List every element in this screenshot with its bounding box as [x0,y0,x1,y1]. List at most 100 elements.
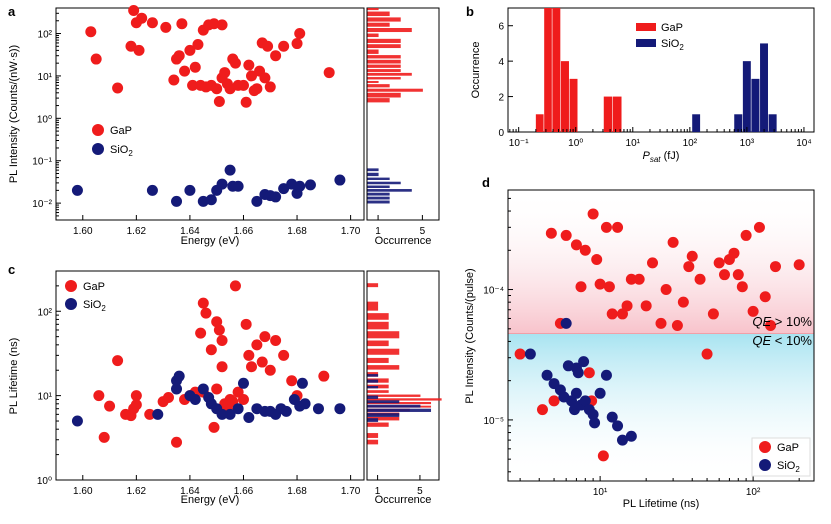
gap-hist-bar [367,439,379,445]
hist-x-tick-label: 5 [420,226,426,237]
gap-point [728,247,740,259]
sio2-point [224,164,236,176]
gap-point [294,28,306,40]
panel-a-hist-xlabel: Occurrence [375,235,432,247]
x-tick-label: 10¹ [626,138,641,149]
gap-point [597,450,609,462]
panel-b-ylabel: Occurrence [470,42,482,99]
sio2-point [152,408,164,420]
gap-point [677,296,689,308]
y-tick-label: 10⁻⁴ [483,286,504,297]
gap-point [264,81,276,93]
gap-hist-bar [367,98,390,103]
legend-c-sio2-marker [65,298,77,310]
sio2-bar [692,114,701,132]
sio2-point [237,377,249,389]
gap-hist-bar [367,390,389,393]
gap-hist-bar [367,394,421,397]
gap-hist-bar [367,422,389,427]
gap-point [112,82,124,94]
gap-point [216,19,228,31]
gap-point [548,395,560,407]
panel-b-frame [507,7,815,133]
sio2-point [71,184,83,196]
gap-hist-bar [367,8,379,11]
gap-point [187,79,199,91]
gap-point [683,261,695,273]
gap-point [718,269,730,281]
gap-point [205,344,217,356]
y-tick-label: 10⁰ [37,476,52,487]
sio2-point [232,180,244,192]
panel-c-scatter: 1.60 1.62 1.64 1.66 1.68 1.70 10⁰ 10¹ 10² Energy… [8,270,365,506]
gap-point [732,269,744,281]
sio2-hist-bar [367,185,390,189]
sio2-hist-bar [367,196,390,200]
sio2-point [216,408,228,420]
panel-d-ylabel: PL Intensity (Counts/(pulse) [464,268,476,403]
gap-point [765,319,777,331]
gap-hist-bar [367,365,400,370]
x-tick-label: 1.64 [180,486,200,497]
gap-point [740,229,752,241]
panel-label-d: d [482,175,490,190]
panel-label-b: b [466,4,474,19]
gap-point [736,281,748,293]
panel-c-points [71,280,346,448]
sio2-point [570,387,582,399]
sio2-point [189,393,201,405]
sio2-hist-bar [367,189,412,192]
gap-point [173,50,185,62]
panel-c-ylabel: PL Lifetime (ns) [8,338,20,415]
sio2-point [184,184,196,196]
legend-c-gap-marker [65,280,77,292]
y-tick-label: 10¹ [38,72,53,83]
gap-point [213,324,225,336]
sio2-point [312,403,324,415]
x-tick-label: 1.62 [127,226,147,237]
gap-point [759,291,771,303]
gap-point [144,408,156,420]
panel-a-ylabel: PL Intensity (Counts/(nW·s)) [8,45,20,183]
sio2-hist-bar [367,395,379,399]
gap-bar [535,114,544,132]
gap-point [640,300,652,312]
gap-point [655,317,667,329]
gap-point [171,436,183,448]
gap-point [259,72,271,84]
gap-hist-bar [367,301,379,311]
y-tick-label: 10¹ [38,392,53,403]
panel-c-hist-frame [366,270,440,481]
gap-point [162,392,174,404]
gap-point [793,259,805,271]
gap-bar [603,96,613,132]
panel-c-ticks: 1.60 1.62 1.64 1.66 1.68 1.70 10⁰ 10¹ 10² [37,270,361,497]
sio2-point [594,387,606,399]
gap-hist-bar [367,11,390,17]
legend-b-gap-label: GaP [661,22,683,34]
x-tick-label: 1.66 [234,226,254,237]
legend-d-sio2-marker [759,459,771,471]
sio2-hist-bar [367,177,390,180]
panel-b-bars [535,8,777,133]
gap-point [256,356,268,368]
gap-point [667,236,679,248]
gap-point [769,261,781,273]
gap-point [262,40,274,52]
sio2-point [205,194,217,206]
gap-point [200,307,212,319]
gap-point [243,349,255,361]
gap-point [583,367,595,379]
legend-b-sio2-swatch [636,39,656,47]
gap-hist-bar [367,80,379,83]
gap-point [686,250,698,262]
gap-point [707,308,719,320]
sio2-hist-bar [367,192,390,196]
y-tick-label: 10² [38,30,53,41]
gap-hist-bar [367,49,379,54]
gap-point [133,44,145,56]
gap-bar [612,96,622,132]
sio2-hist-bar [367,181,401,185]
